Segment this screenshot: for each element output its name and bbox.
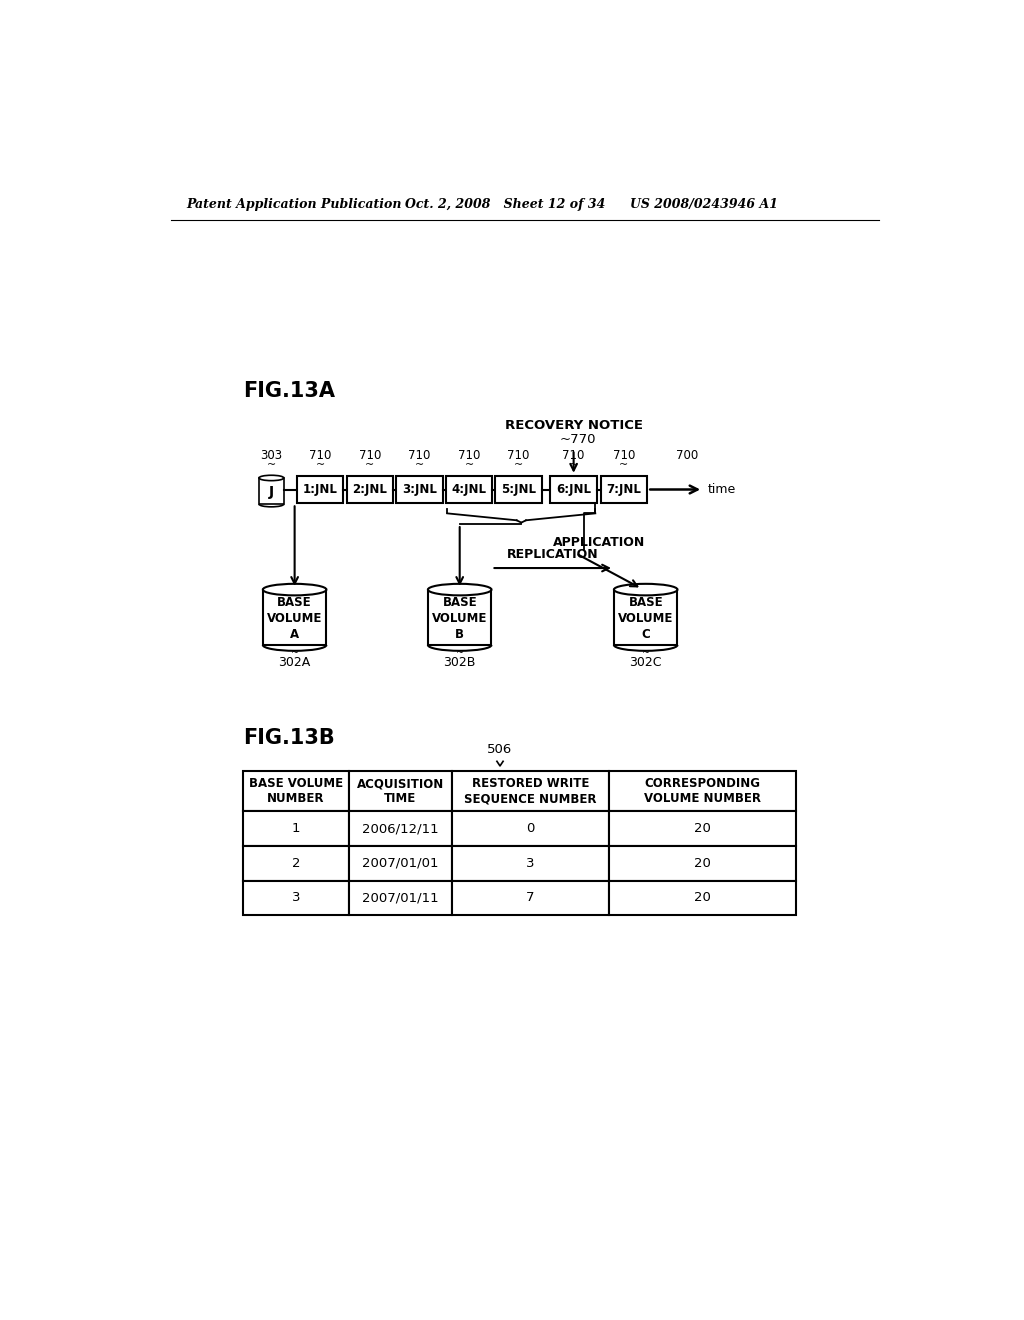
Text: 302A: 302A (279, 656, 310, 669)
Text: FIG.13A: FIG.13A (243, 381, 335, 401)
Text: FIG.13B: FIG.13B (243, 727, 335, 747)
Text: 20: 20 (694, 857, 711, 870)
Text: 3: 3 (292, 891, 300, 904)
FancyBboxPatch shape (349, 812, 452, 846)
FancyBboxPatch shape (428, 590, 492, 645)
Text: 2: 2 (292, 857, 300, 870)
FancyBboxPatch shape (608, 880, 796, 915)
Text: ~: ~ (456, 648, 464, 657)
Text: 1: 1 (292, 822, 300, 836)
Text: BASE
VOLUME
C: BASE VOLUME C (618, 595, 674, 640)
Text: J: J (269, 484, 274, 499)
FancyBboxPatch shape (349, 771, 452, 812)
Text: ~770: ~770 (560, 433, 596, 446)
FancyBboxPatch shape (452, 846, 608, 880)
Text: US 2008/0243946 A1: US 2008/0243946 A1 (630, 198, 778, 211)
FancyBboxPatch shape (243, 846, 349, 880)
FancyBboxPatch shape (601, 477, 647, 503)
Ellipse shape (428, 583, 492, 595)
FancyBboxPatch shape (608, 846, 796, 880)
Text: 3: 3 (526, 857, 535, 870)
FancyBboxPatch shape (452, 880, 608, 915)
Text: 1:JNL: 1:JNL (303, 483, 338, 496)
FancyBboxPatch shape (496, 477, 542, 503)
Text: ~: ~ (569, 459, 579, 470)
FancyBboxPatch shape (346, 477, 393, 503)
Text: ~: ~ (620, 459, 629, 470)
Text: 2:JNL: 2:JNL (352, 483, 387, 496)
Ellipse shape (259, 475, 284, 480)
Text: 710: 710 (409, 449, 430, 462)
FancyBboxPatch shape (452, 812, 608, 846)
Text: ACQUISITION
TIME: ACQUISITION TIME (356, 777, 444, 805)
Text: 710: 710 (612, 449, 635, 462)
Text: REPLICATION: REPLICATION (507, 548, 598, 561)
FancyBboxPatch shape (608, 812, 796, 846)
Ellipse shape (263, 583, 327, 595)
Text: ~: ~ (415, 459, 424, 470)
Text: 710: 710 (309, 449, 332, 462)
FancyBboxPatch shape (349, 880, 452, 915)
Text: Oct. 2, 2008   Sheet 12 of 34: Oct. 2, 2008 Sheet 12 of 34 (406, 198, 606, 211)
Text: 0: 0 (526, 822, 535, 836)
Text: ~: ~ (315, 459, 325, 470)
FancyBboxPatch shape (550, 477, 597, 503)
Text: 5:JNL: 5:JNL (501, 483, 537, 496)
FancyBboxPatch shape (243, 771, 349, 812)
Text: CORRESPONDING
VOLUME NUMBER: CORRESPONDING VOLUME NUMBER (644, 777, 761, 805)
Text: 7: 7 (526, 891, 535, 904)
Text: 6:JNL: 6:JNL (556, 483, 591, 496)
Text: Patent Application Publication: Patent Application Publication (186, 198, 401, 211)
Text: 3:JNL: 3:JNL (402, 483, 437, 496)
Text: APPLICATION: APPLICATION (553, 536, 645, 549)
Text: RECOVERY NOTICE: RECOVERY NOTICE (505, 420, 643, 433)
Text: ~: ~ (464, 459, 474, 470)
Text: 2006/12/11: 2006/12/11 (362, 822, 438, 836)
Text: 710: 710 (358, 449, 381, 462)
Ellipse shape (614, 583, 678, 595)
Text: BASE
VOLUME
A: BASE VOLUME A (267, 595, 323, 640)
Text: 302B: 302B (443, 656, 476, 669)
FancyBboxPatch shape (614, 590, 678, 645)
Text: 700: 700 (677, 449, 698, 462)
Text: ~: ~ (291, 648, 299, 657)
FancyBboxPatch shape (243, 812, 349, 846)
FancyBboxPatch shape (243, 880, 349, 915)
Text: BASE
VOLUME
B: BASE VOLUME B (432, 595, 487, 640)
Text: 20: 20 (694, 822, 711, 836)
FancyBboxPatch shape (452, 771, 608, 812)
Text: ~: ~ (514, 459, 523, 470)
Text: 303: 303 (260, 449, 283, 462)
Text: 710: 710 (562, 449, 585, 462)
Text: 506: 506 (487, 743, 513, 756)
Text: 710: 710 (458, 449, 480, 462)
FancyBboxPatch shape (608, 771, 796, 812)
FancyBboxPatch shape (259, 478, 284, 504)
Text: 7:JNL: 7:JNL (606, 483, 641, 496)
Text: 20: 20 (694, 891, 711, 904)
Text: time: time (708, 483, 736, 496)
Text: 302C: 302C (630, 656, 662, 669)
Text: RESTORED WRITE
SEQUENCE NUMBER: RESTORED WRITE SEQUENCE NUMBER (464, 777, 596, 805)
FancyBboxPatch shape (445, 477, 493, 503)
Text: ~: ~ (266, 459, 276, 470)
Text: 2007/01/11: 2007/01/11 (362, 891, 438, 904)
FancyBboxPatch shape (263, 590, 327, 645)
Text: ~: ~ (642, 648, 650, 657)
Text: BASE VOLUME
NUMBER: BASE VOLUME NUMBER (249, 777, 343, 805)
FancyBboxPatch shape (297, 477, 343, 503)
Text: 2007/01/01: 2007/01/01 (362, 857, 438, 870)
Text: ~: ~ (366, 459, 375, 470)
FancyBboxPatch shape (349, 846, 452, 880)
FancyBboxPatch shape (396, 477, 442, 503)
Text: 710: 710 (508, 449, 529, 462)
Text: 4:JNL: 4:JNL (452, 483, 486, 496)
